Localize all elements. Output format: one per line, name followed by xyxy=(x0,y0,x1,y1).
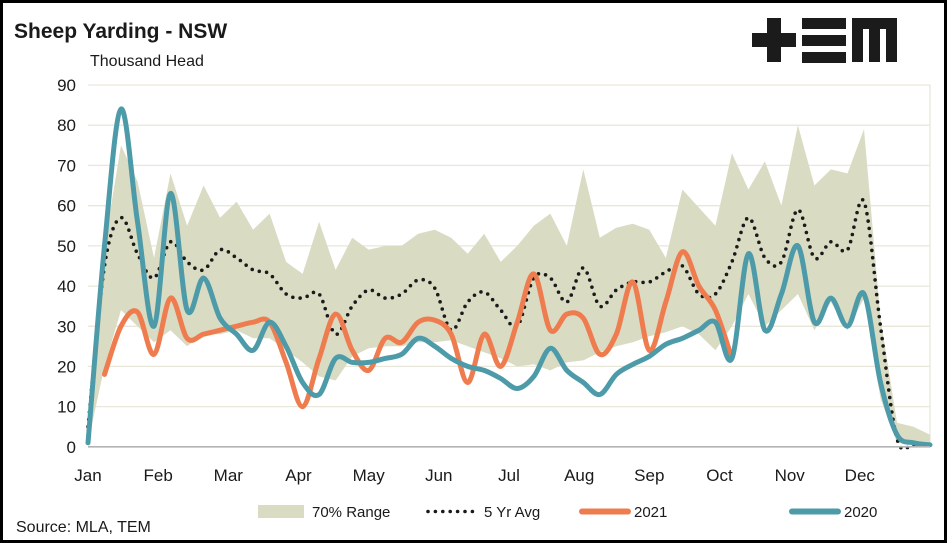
x-tick-dec: Dec xyxy=(845,466,876,485)
y-tick-40: 40 xyxy=(57,277,76,296)
legend-swatch-70pct-range xyxy=(258,505,304,518)
y-tick-10: 10 xyxy=(57,398,76,417)
tem-logo xyxy=(752,18,897,63)
five-year-avg-line xyxy=(86,197,932,451)
x-tick-mar: Mar xyxy=(214,466,244,485)
page-title: Sheep Yarding - NSW xyxy=(14,20,227,43)
x-tick-feb: Feb xyxy=(144,466,173,485)
legend-label-2021: 2021 xyxy=(634,504,667,521)
x-tick-may: May xyxy=(353,466,386,485)
x-tick-nov: Nov xyxy=(775,466,806,485)
x-tick-oct: Oct xyxy=(706,466,733,485)
y-tick-70: 70 xyxy=(57,156,76,175)
series-2020-line xyxy=(85,106,933,448)
x-axis-ticks: Jan Feb Mar Apr May Jun Jul Aug Sep Oct … xyxy=(74,466,875,485)
x-tick-apr: Apr xyxy=(285,466,312,485)
plot-area xyxy=(85,106,933,451)
x-tick-jan: Jan xyxy=(74,466,101,485)
x-tick-sep: Sep xyxy=(634,466,664,485)
y-tick-0: 0 xyxy=(67,438,76,457)
y-axis-ticks: 90 80 70 60 50 40 30 20 10 0 xyxy=(57,76,76,457)
y-tick-80: 80 xyxy=(57,116,76,135)
y-tick-20: 20 xyxy=(57,357,76,376)
triple-bar-icon xyxy=(802,18,846,63)
x-tick-jul: Jul xyxy=(498,466,520,485)
m-glyph-icon xyxy=(852,18,897,62)
legend-label-2020: 2020 xyxy=(844,504,877,521)
band-70pct-range xyxy=(88,125,930,446)
series-2021-line xyxy=(102,249,735,410)
y-axis-units-label: Thousand Head xyxy=(90,53,204,70)
y-tick-50: 50 xyxy=(57,237,76,256)
x-tick-aug: Aug xyxy=(564,466,594,485)
legend-label-70pct-range: 70% Range xyxy=(312,504,390,521)
legend: 70% Range 5 Yr Avg 2021 2020 xyxy=(258,504,877,521)
source-note: Source: MLA, TEM xyxy=(16,519,151,536)
y-tick-90: 90 xyxy=(57,76,76,95)
legend-label-5yr-avg: 5 Yr Avg xyxy=(484,504,540,521)
x-tick-jun: Jun xyxy=(425,466,452,485)
plus-icon xyxy=(752,18,796,62)
y-tick-60: 60 xyxy=(57,197,76,216)
y-tick-30: 30 xyxy=(57,317,76,336)
